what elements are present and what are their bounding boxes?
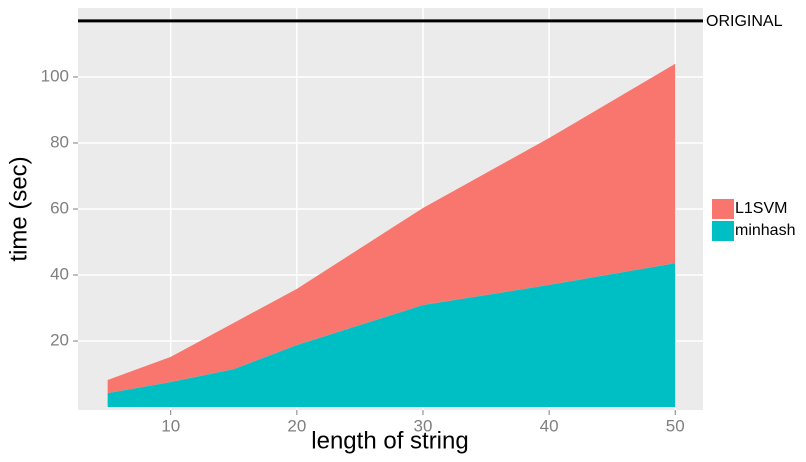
y-tick-label: 40	[50, 264, 69, 283]
x-tick-label: 30	[414, 416, 433, 435]
y-tick-label: 100	[41, 66, 69, 85]
legend-label: minhash	[735, 222, 795, 239]
x-tick-label: 10	[161, 416, 180, 435]
x-tick-label: 40	[540, 416, 559, 435]
legend-label: L1SVM	[735, 200, 787, 217]
x-tick-label: 50	[666, 416, 685, 435]
y-axis-title: time (sec)	[5, 156, 32, 261]
x-tick-label: 20	[287, 416, 306, 435]
y-tick-label: 80	[50, 132, 69, 151]
area	[107, 63, 676, 394]
x-axis-title: length of string	[311, 427, 468, 454]
legend-key	[712, 199, 734, 219]
legend-key	[712, 221, 734, 241]
y-tick-label: 60	[50, 198, 69, 217]
reference-label: ORIGINAL	[706, 13, 783, 30]
y-tick-label: 20	[50, 331, 69, 350]
area	[107, 263, 676, 408]
